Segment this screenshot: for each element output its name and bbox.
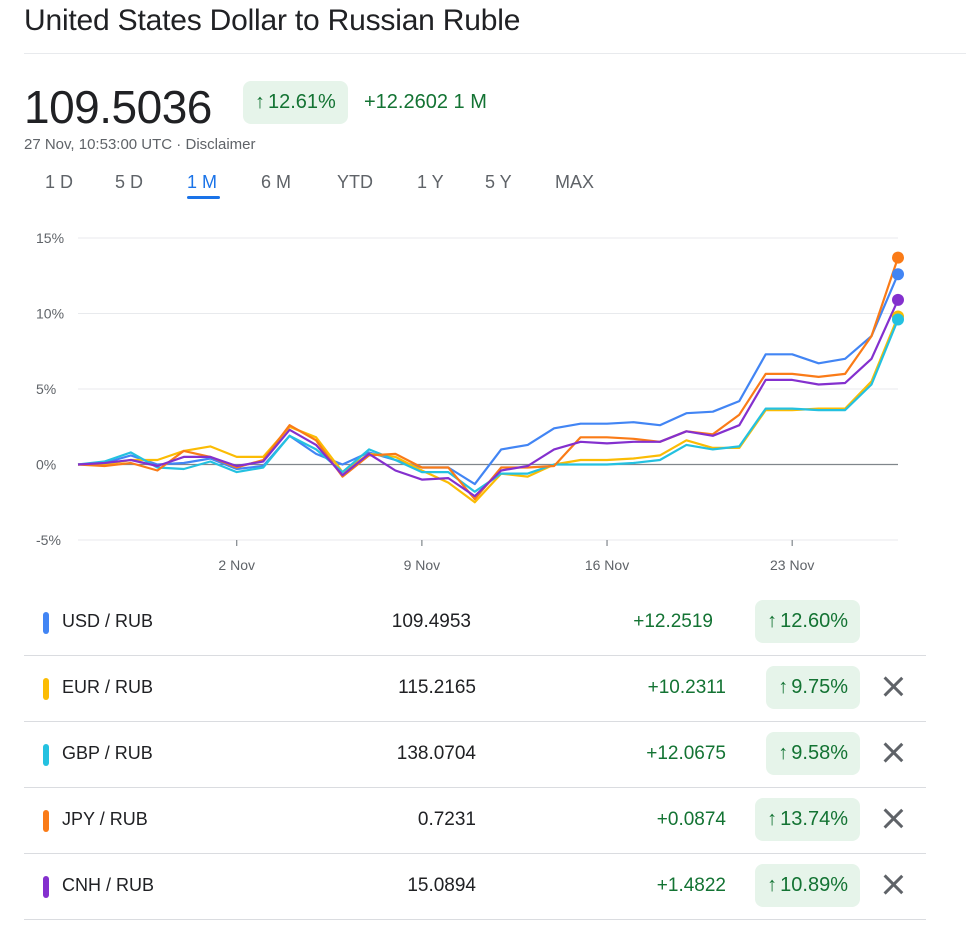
pair-value: 109.4953 bbox=[391, 611, 471, 632]
pair-change: +1.4822 bbox=[656, 875, 726, 896]
separator: · bbox=[172, 136, 186, 153]
active-tab-indicator bbox=[187, 196, 220, 199]
series-end-point-cnh bbox=[892, 293, 904, 306]
arrow-up-icon: ↑ bbox=[778, 676, 789, 698]
arrow-up-icon: ↑ bbox=[767, 808, 778, 830]
tab-max[interactable]: MAX bbox=[555, 172, 595, 192]
timestamp: 27 Nov, 10:53:00 UTC bbox=[24, 136, 173, 153]
x-tick-label: 23 Nov bbox=[770, 557, 814, 573]
pair-change: +12.0675 bbox=[646, 743, 726, 764]
arrow-up-icon: ↑ bbox=[767, 610, 778, 632]
tab-1d[interactable]: 1 D bbox=[45, 172, 74, 192]
arrow-up-icon: ↑ bbox=[767, 874, 778, 896]
tab-1y[interactable]: 1 Y bbox=[417, 172, 444, 192]
tab-5y[interactable]: 5 Y bbox=[485, 172, 512, 192]
pair-change: +10.2311 bbox=[647, 677, 726, 698]
percent-change-badge: ↑ 12.61% bbox=[243, 81, 348, 124]
remove-comparison-icon[interactable] bbox=[882, 675, 904, 697]
comparison-row-jpy[interactable]: JPY / RUB 0.7231 +0.0874 ↑ 13.74% bbox=[24, 788, 926, 854]
remove-comparison-icon[interactable] bbox=[882, 873, 904, 895]
page-title: United States Dollar to Russian Ruble bbox=[24, 4, 521, 37]
comparison-row-cnh[interactable]: CNH / RUB 15.0894 +1.4822 ↑ 10.89% bbox=[24, 854, 926, 920]
tab-6m[interactable]: 6 M bbox=[261, 172, 292, 192]
series-line-usd bbox=[77, 273, 900, 486]
percent-change-value: 12.61% bbox=[268, 91, 336, 113]
y-tick-label: 10% bbox=[36, 306, 64, 322]
y-tick-label: 15% bbox=[36, 230, 64, 246]
pair-percent: 12.60% bbox=[780, 610, 848, 632]
pair-value: 115.2165 bbox=[398, 677, 476, 698]
series-color-swatch bbox=[43, 612, 49, 634]
current-price: 109.5036 bbox=[24, 81, 212, 133]
arrow-up-icon: ↑ bbox=[255, 91, 265, 113]
comparison-row-eur[interactable]: EUR / RUB 115.2165 +10.2311 ↑ 9.75% bbox=[24, 656, 926, 722]
pair-label: JPY / RUB bbox=[62, 809, 148, 829]
exchange-rate-chart[interactable]: 15% 10% 5% 0% -5% 2 Nov 9 Nov 16 Nov 23 Nov bbox=[0, 222, 966, 582]
pair-label: CNH / RUB bbox=[62, 875, 155, 895]
y-tick-label: 0% bbox=[36, 457, 56, 473]
timestamp-line: 27 Nov, 10:53:00 UTC · Disclaimer bbox=[24, 136, 256, 153]
pair-label: EUR / RUB bbox=[62, 677, 154, 697]
series-color-swatch bbox=[43, 744, 49, 766]
tab-1m[interactable]: 1 M bbox=[187, 172, 218, 192]
series-color-swatch bbox=[43, 876, 49, 898]
pair-percent: 10.89% bbox=[780, 874, 848, 896]
x-tick-label: 2 Nov bbox=[218, 557, 255, 573]
pair-label: GBP / RUB bbox=[62, 743, 153, 763]
pair-percent-badge: ↑ 13.74% bbox=[755, 798, 860, 841]
title-divider bbox=[24, 53, 966, 54]
comparison-row-usd[interactable]: USD / RUB 109.4953 +12.2519 ↑ 12.60% bbox=[24, 590, 926, 656]
series-color-swatch bbox=[43, 678, 49, 700]
y-tick-label: -5% bbox=[36, 532, 61, 548]
pair-percent: 9.75% bbox=[791, 676, 848, 698]
pair-value: 138.0704 bbox=[396, 743, 476, 764]
series-line-jpy bbox=[77, 257, 900, 501]
x-tick-label: 9 Nov bbox=[404, 557, 441, 573]
comparison-table: USD / RUB 109.4953 +12.2519 ↑ 12.60% EUR … bbox=[24, 590, 926, 920]
pair-percent-badge: ↑ 9.58% bbox=[766, 732, 860, 775]
tab-ytd[interactable]: YTD bbox=[337, 172, 373, 192]
y-tick-label: 5% bbox=[36, 381, 56, 397]
pair-change: +12.2519 bbox=[633, 611, 713, 632]
pair-percent-badge: ↑ 9.75% bbox=[766, 666, 860, 709]
series-end-point-jpy bbox=[892, 251, 904, 264]
pair-label: USD / RUB bbox=[62, 611, 154, 631]
tab-5d[interactable]: 5 D bbox=[115, 172, 144, 192]
pair-value: 0.7231 bbox=[417, 809, 476, 830]
disclaimer-link[interactable]: Disclaimer bbox=[185, 136, 256, 153]
pair-change: +0.0874 bbox=[656, 809, 726, 830]
pair-percent: 13.74% bbox=[780, 808, 848, 830]
series-end-point-usd bbox=[892, 268, 904, 281]
remove-comparison-icon[interactable] bbox=[882, 807, 904, 829]
pair-percent-badge: ↑ 10.89% bbox=[755, 864, 860, 907]
series-color-swatch bbox=[43, 810, 49, 832]
remove-comparison-icon[interactable] bbox=[882, 741, 904, 763]
arrow-up-icon: ↑ bbox=[778, 742, 789, 764]
absolute-change: +12.2602 1 M bbox=[364, 91, 487, 113]
pair-percent-badge: ↑ 12.60% bbox=[755, 600, 860, 643]
comparison-row-gbp[interactable]: GBP / RUB 138.0704 +12.0675 ↑ 9.58% bbox=[24, 722, 926, 788]
series-end-point-gbp bbox=[892, 313, 904, 326]
series-line-cnh bbox=[77, 299, 900, 498]
pair-value: 15.0894 bbox=[407, 875, 476, 896]
x-tick-label: 16 Nov bbox=[585, 557, 629, 573]
pair-percent: 9.58% bbox=[791, 742, 848, 764]
